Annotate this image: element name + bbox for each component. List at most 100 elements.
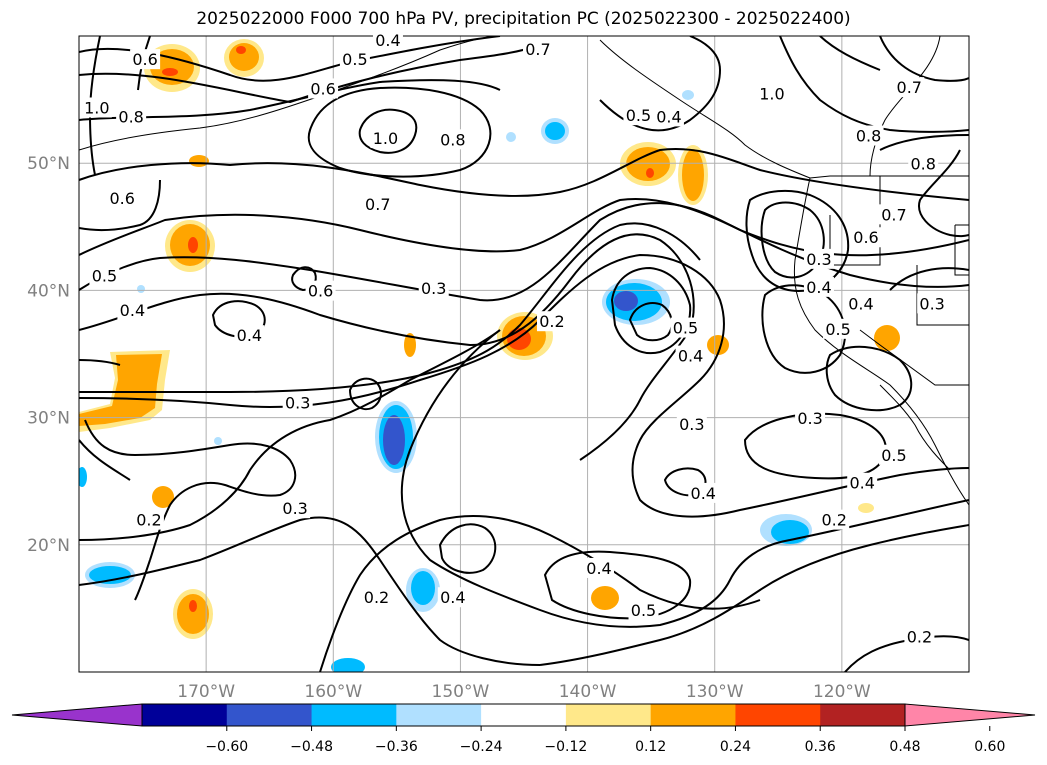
coastline [79, 36, 969, 506]
svg-text:0.8: 0.8 [440, 130, 465, 149]
svg-text:0.4: 0.4 [849, 474, 874, 493]
pv-contour-label: 0.6 [305, 280, 336, 301]
colorbar-extend-high [904, 703, 1036, 727]
pv-contour-label: 1.0 [756, 83, 787, 104]
lon-tick-label: 130°W [686, 682, 744, 702]
lon-tick-label: 170°W [177, 682, 235, 702]
precip-blob-alaska-east [224, 39, 264, 77]
negative-blob-west [375, 401, 417, 473]
precip-blob-land [874, 325, 900, 351]
pv-contour-label: 0.6 [851, 227, 882, 248]
svg-text:0.4: 0.4 [691, 484, 716, 503]
lat-tick-label: 50°N [27, 154, 70, 174]
lon-tick-label: 150°W [432, 682, 490, 702]
svg-text:0.3: 0.3 [285, 394, 310, 413]
pv-contour-label: 0.5 [670, 317, 701, 338]
contour-labels: 0.60.40.50.60.71.0 0.81.0 0.80.5 0.41.0 0.70… [81, 30, 948, 647]
pv-contour-label: 0.3 [280, 498, 311, 518]
pv-contour-label: 0.6 [308, 78, 339, 99]
colorbar-bin [820, 704, 906, 726]
pv-contour-label: 0.2 [819, 509, 850, 530]
colorbar-bin [565, 704, 652, 726]
negative-blob-coast [682, 90, 694, 100]
negative-blob-dot [506, 132, 516, 142]
chart-title: 2025022000 F000 700 hPa PV, precipitatio… [196, 9, 851, 29]
svg-text:0.2: 0.2 [136, 511, 161, 530]
precip-blob-se [858, 503, 874, 513]
pv-contour-label: 1.0 [370, 128, 401, 149]
precip-blob-coast [678, 145, 708, 205]
colorbar-tick-label: 0.36 [805, 739, 836, 755]
colorbar-tick-label: 0.48 [889, 739, 920, 755]
negative-blob-north [541, 118, 569, 144]
svg-text:0.7: 0.7 [365, 195, 390, 214]
pv-contour-label: 0.4 [117, 299, 148, 320]
pv-contour-label: 0.4 [234, 325, 265, 346]
precip-blob-gulf [620, 142, 676, 186]
svg-text:0.7: 0.7 [881, 205, 906, 224]
svg-text:0.2: 0.2 [822, 511, 847, 530]
lat-tick-label: 40°N [27, 281, 70, 301]
colorbar-frame [141, 703, 906, 727]
pv-contour-label: 0.2 [904, 626, 935, 647]
svg-text:0.6: 0.6 [132, 50, 157, 69]
map-gridlines [79, 36, 969, 672]
colorbar [11, 703, 1036, 727]
pv-contour-label: 0.3 [676, 414, 707, 435]
pv-contour-label: 0.4 [437, 587, 468, 608]
svg-text:0.6: 0.6 [853, 228, 878, 247]
pv-contour-label: 0.2 [133, 509, 164, 530]
negative-blob-left-edge [79, 467, 87, 487]
pv-contour-label: 0.4 [675, 345, 706, 366]
svg-text:0.4: 0.4 [678, 347, 703, 366]
colorbar-tick-label: 0.12 [635, 739, 666, 755]
map-frame [78, 35, 970, 673]
colorbar-tick-label: 0.60 [974, 739, 1005, 755]
pv-contour-label: 0.4 [372, 30, 403, 50]
precip-blob-tiny [404, 333, 416, 357]
svg-text:0.7: 0.7 [897, 78, 922, 97]
pv-contour-label: 0.4 [584, 557, 615, 578]
lat-tick-label: 20°N [27, 536, 70, 556]
precip-shading [79, 39, 900, 672]
svg-text:0.3: 0.3 [282, 499, 307, 518]
colorbar-tick-label: −0.48 [290, 739, 333, 755]
pv-contour-label: 0.8 [908, 153, 939, 174]
pv-contour-label: 1.0 [81, 97, 112, 118]
svg-text:0.4: 0.4 [848, 294, 873, 313]
svg-text:0.4: 0.4 [656, 107, 681, 126]
svg-text:0.6: 0.6 [110, 189, 135, 208]
svg-text:0.6: 0.6 [310, 79, 335, 98]
colorbar-bin [142, 704, 228, 726]
svg-text:0.5: 0.5 [673, 319, 698, 338]
colorbar-tick-label: −0.24 [460, 739, 503, 755]
negative-blob-bottom [331, 658, 365, 672]
pv-contour-label: 0.4 [653, 106, 684, 127]
pv-contour-label: 0.4 [845, 293, 876, 314]
svg-text:0.3: 0.3 [806, 250, 831, 269]
colorbar-bin [650, 704, 736, 726]
negative-blob-tiny3 [137, 285, 145, 293]
svg-text:0.3: 0.3 [797, 409, 822, 428]
svg-text:0.5: 0.5 [825, 320, 850, 339]
colorbar-tick-label: −0.60 [205, 739, 248, 755]
svg-text:0.4: 0.4 [440, 588, 465, 607]
pv-contour-label: 0.4 [803, 276, 834, 297]
colorbar-tick-label: −0.12 [544, 739, 587, 755]
svg-text:0.6: 0.6 [308, 282, 333, 301]
colorbar-extend-low [11, 703, 143, 727]
pv-contour-label: 0.5 [628, 599, 659, 620]
pv-contour-label: 0.5 [823, 318, 854, 339]
negative-blob-south [406, 568, 440, 612]
svg-text:0.8: 0.8 [856, 126, 881, 145]
precip-blob-west-small [152, 486, 174, 508]
pv-contour-label: 0.7 [878, 204, 909, 225]
negative-blob-tiny2 [214, 437, 222, 445]
svg-text:0.5: 0.5 [92, 266, 117, 285]
pv-contour-label: 0.7 [362, 194, 393, 215]
svg-text:0.5: 0.5 [631, 601, 656, 620]
lat-tick-label: 30°N [27, 409, 70, 429]
svg-text:0.2: 0.2 [364, 588, 389, 607]
pv-contour-label: 0.3 [917, 293, 948, 314]
pv-contour-label: 0.8 [437, 129, 468, 150]
